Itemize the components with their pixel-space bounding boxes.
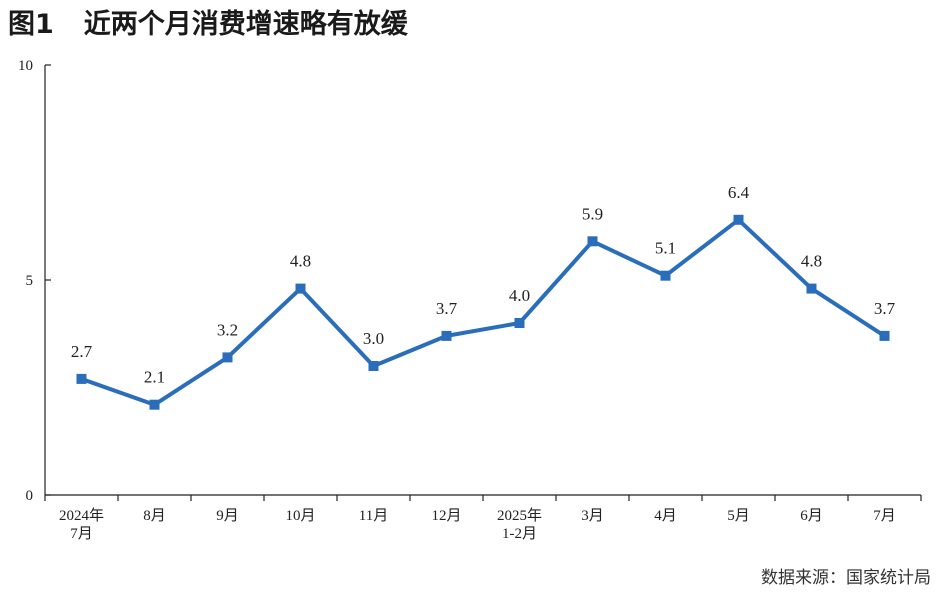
data-point bbox=[149, 399, 160, 410]
x-tick-label: 9月 bbox=[216, 508, 239, 524]
x-tick-label: 5月 bbox=[727, 508, 750, 524]
data-label: 5.1 bbox=[655, 239, 676, 258]
x-tick-label: 7月 bbox=[873, 508, 896, 524]
x-tick-label: 2025年 1-2月 bbox=[497, 507, 542, 542]
x-tick-label: 2024年 7月 bbox=[59, 507, 104, 542]
data-point bbox=[514, 318, 525, 328]
data-label: 4.8 bbox=[801, 252, 822, 271]
x-tick-label: 3月 bbox=[581, 508, 604, 524]
data-label: 2.1 bbox=[144, 368, 165, 387]
data-point bbox=[368, 361, 379, 371]
data-point bbox=[660, 270, 671, 281]
x-tick-label: 8月 bbox=[143, 508, 166, 524]
data-point bbox=[733, 214, 744, 225]
series-line-path bbox=[79, 217, 887, 407]
axes bbox=[44, 64, 922, 501]
title-text: 近两个月消费增速略有放缓 bbox=[83, 9, 408, 40]
y-tick-labels: 0 5 10 bbox=[18, 58, 33, 504]
data-point bbox=[587, 236, 598, 247]
data-labels: 2.7 2.1 3.2 4.8 3.0 3.7 4.0 5.9 5.1 6.4 4.8 3.7 bbox=[71, 183, 896, 387]
x-tick-labels: 2024年 7月 8月 9月 10月 11月 12月 2025年 1-2月 3月 4月 5月 6月 7月 bbox=[59, 507, 896, 542]
x-tick-label: 6月 bbox=[800, 508, 823, 524]
data-label: 2.7 bbox=[71, 342, 93, 361]
data-point bbox=[806, 283, 817, 294]
data-label: 3.7 bbox=[436, 299, 458, 318]
data-label: 4.8 bbox=[290, 252, 311, 271]
data-point bbox=[879, 330, 890, 341]
data-point bbox=[441, 330, 452, 341]
x-tick-label: 10月 bbox=[285, 508, 315, 524]
x-tick-label: 11月 bbox=[359, 508, 388, 524]
y-tick-label: 0 bbox=[26, 488, 34, 504]
data-point bbox=[295, 283, 306, 294]
data-label: 4.0 bbox=[509, 286, 530, 305]
x-tick-label: 4月 bbox=[654, 508, 677, 524]
y-tick-label: 5 bbox=[26, 273, 34, 289]
figure-label: 图1 bbox=[8, 9, 54, 40]
data-label: 6.4 bbox=[728, 183, 750, 202]
x-tick-label: 12月 bbox=[431, 508, 461, 524]
data-point bbox=[222, 352, 233, 363]
source-note: 数据来源：国家统计局 bbox=[761, 568, 931, 588]
data-point bbox=[76, 373, 87, 384]
data-label: 3.2 bbox=[217, 320, 238, 339]
data-label: 5.9 bbox=[582, 204, 603, 223]
data-label: 3.7 bbox=[874, 299, 896, 318]
data-label: 3.0 bbox=[363, 329, 384, 348]
chart-title: 图1 近两个月消费增速略有放缓 bbox=[8, 2, 408, 41]
data-points bbox=[76, 214, 890, 410]
y-tick-label: 10 bbox=[18, 58, 33, 74]
series-line bbox=[79, 217, 887, 407]
